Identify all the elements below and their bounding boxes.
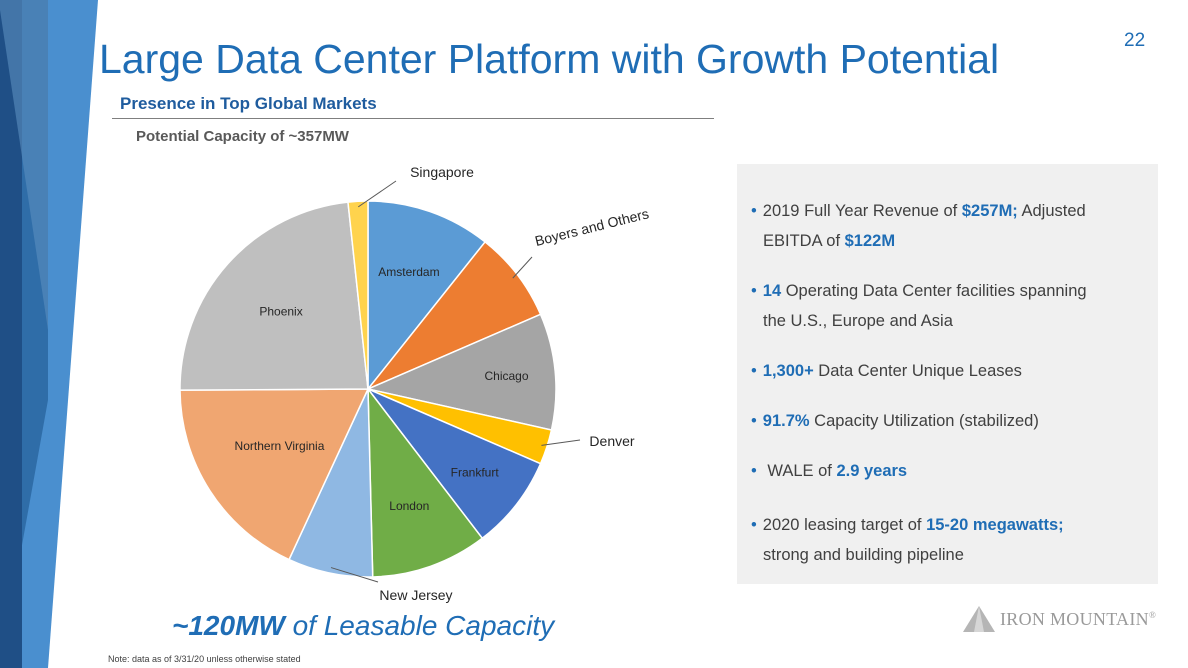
pie-slice-phoenix bbox=[179, 201, 369, 391]
bullet-facilities: • 14 Operating Data Center facilities spa… bbox=[751, 282, 1087, 330]
heading-divider bbox=[112, 118, 714, 119]
slide-decoration bbox=[0, 0, 98, 668]
pie-leader-boyers-and-others bbox=[512, 256, 533, 279]
registered-mark: ® bbox=[1148, 609, 1157, 620]
pie-slice-frankfurt bbox=[365, 387, 542, 540]
section-heading: Presence in Top Global Markets bbox=[120, 94, 377, 113]
pie-slice-amsterdam bbox=[367, 200, 487, 392]
pie-slice-boyers-and-others bbox=[367, 240, 542, 390]
pie-label-singapore: Singapore bbox=[410, 164, 474, 180]
pie-label-new-jersey: New Jersey bbox=[379, 587, 452, 603]
pie-leader-denver bbox=[541, 439, 581, 446]
bullet-revenue: • 2019 Full Year Revenue of $257M; Adjust… bbox=[751, 202, 1086, 250]
pie-label-boyers-and-others: Boyers and Others bbox=[533, 205, 650, 249]
bullet-wale: • WALE of 2.9 years bbox=[751, 462, 908, 480]
pie-label-chicago: Chicago bbox=[484, 369, 528, 383]
pie-label-london: London bbox=[389, 499, 429, 513]
bullet-leases: • 1,300+ Data Center Unique Leases bbox=[751, 362, 1022, 380]
bullet-leasing-target: • 2020 leasing target of 15-20 megawatts;… bbox=[751, 516, 1064, 564]
page-number: 22 bbox=[1124, 30, 1146, 51]
pie-slice-singapore bbox=[347, 200, 369, 390]
pie-leader-new-jersey bbox=[330, 567, 379, 583]
company-logo: IRON MOUNTAIN® bbox=[962, 604, 1156, 634]
logo-text: IRON MOUNTAIN bbox=[1000, 608, 1149, 629]
pie-label-northern-virginia: Northern Virginia bbox=[235, 439, 325, 453]
pie-label-frankfurt: Frankfurt bbox=[451, 465, 500, 479]
pie-leader-singapore bbox=[357, 180, 397, 208]
pie-label-amsterdam: Amsterdam bbox=[378, 265, 439, 279]
page-title: Large Data Center Platform with Growth P… bbox=[99, 36, 1000, 82]
pie-label-denver: Denver bbox=[589, 433, 634, 449]
highlights-panel: • 2019 Full Year Revenue of $257M; Adjust… bbox=[737, 164, 1158, 584]
capacity-caption: ~120MW of Leasable Capacity bbox=[172, 610, 555, 641]
pie-chart: Amsterdam Boyers and Others Chicago Denver F… bbox=[179, 164, 650, 603]
mountain-icon bbox=[963, 606, 995, 632]
footnote: Note: data as of 3/31/20 unless otherwis… bbox=[108, 654, 301, 664]
bullet-utilization: • 91.7% Capacity Utilization (stabilized) bbox=[751, 412, 1039, 430]
pie-slice-northern-virginia bbox=[179, 388, 370, 561]
pie-slice-london bbox=[367, 386, 484, 578]
pie-slice-chicago bbox=[365, 313, 557, 431]
chart-title: Potential Capacity of ~357MW bbox=[136, 128, 349, 145]
pie-label-phoenix: Phoenix bbox=[259, 304, 302, 318]
